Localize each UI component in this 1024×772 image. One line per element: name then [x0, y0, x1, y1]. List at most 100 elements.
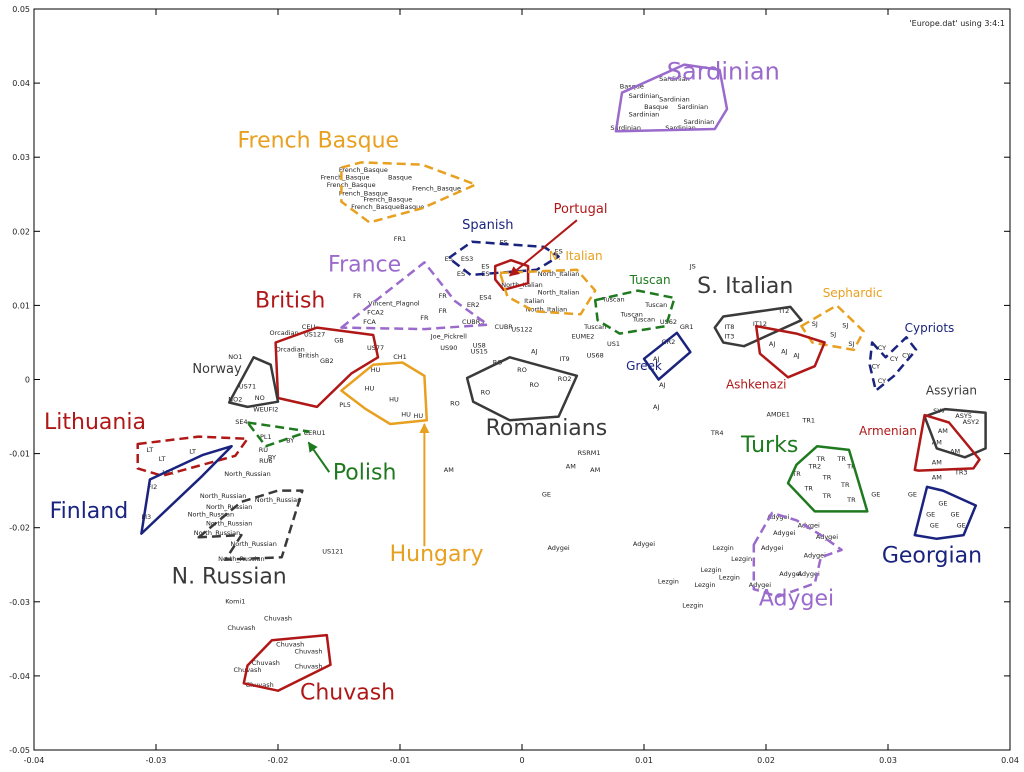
data-point-label: US127 [304, 331, 325, 339]
data-point-label: GB [334, 336, 344, 344]
group-outline-armenian [913, 413, 981, 472]
data-point-label: AM [932, 459, 942, 467]
data-point-label: ES [481, 262, 489, 270]
data-point-label: AM [566, 462, 576, 470]
data-point-label: North_Italian [538, 288, 580, 296]
data-point-label: CY [878, 344, 886, 352]
data-point-label: HU [365, 385, 375, 393]
data-point-label: AM [932, 439, 942, 447]
data-point-label: Chuvash [294, 648, 322, 656]
group-label-sardinian: Sardinian [667, 57, 780, 85]
data-point-label: US121 [322, 548, 343, 556]
group-label-n-italian: N. Italian [549, 249, 603, 263]
group-label-armenian: Armenian [859, 424, 917, 438]
group-outline-polish [246, 421, 310, 448]
data-point-label: ES3 [461, 255, 473, 263]
data-point-label: CY [902, 351, 910, 359]
data-point-label: TR [791, 470, 801, 478]
data-point-label: RU6 [259, 457, 272, 465]
data-point-label: Adygei [773, 529, 795, 537]
data-point-label: GE [908, 491, 917, 499]
annotation-arrow-polish [307, 441, 331, 473]
data-point-label: LT [159, 455, 166, 463]
y-tick-label: 0.04 [12, 79, 30, 88]
x-tick-label: 0.04 [1001, 756, 1019, 765]
x-tick-label: 0.02 [757, 756, 775, 765]
data-point-label: Tuscan [644, 301, 667, 309]
data-point-label: AJ [659, 381, 665, 389]
data-point-label: British [298, 351, 319, 359]
data-point-label: FCA [363, 318, 376, 326]
data-point-label: French_Basque [321, 173, 370, 181]
data-point-label: NO1 [228, 353, 242, 361]
y-tick-label: -0.05 [9, 746, 30, 755]
data-point-label: Tuscan [601, 296, 624, 304]
data-point-label: TR [840, 481, 850, 489]
data-point-label: FI2 [147, 483, 157, 491]
annotation-arrow-portugal [509, 219, 578, 277]
data-point-label: AJ [531, 348, 537, 356]
group-outline-lithuania [136, 435, 249, 478]
data-point-label: Tuscan [620, 311, 643, 319]
data-point-label: BY [268, 454, 276, 462]
data-point-label: French_Basque [339, 190, 388, 198]
data-point-label: FCA2 [367, 308, 384, 316]
group-outline-georgian [913, 485, 978, 541]
group-labels: Sardinian French Basque Spanish Portugal N. … [44, 57, 982, 705]
data-point-label: SJ [842, 322, 848, 330]
data-point-label: US71 [239, 382, 256, 390]
data-point-label: HU [413, 412, 423, 420]
group-label-finland: Finland [50, 499, 129, 524]
data-point-label: US1 [607, 340, 620, 348]
data-point-label: RU [259, 446, 269, 454]
data-point-label: EUME2 [572, 333, 595, 341]
data-point-label: PL5 [339, 401, 351, 409]
data-point-label: Basque [388, 173, 412, 181]
group-outlines [136, 63, 987, 692]
data-point-label: RO [481, 388, 491, 396]
data-point-label: Lezgin [658, 577, 679, 585]
data-point-label: JS [689, 262, 696, 270]
data-point-label: ES [500, 239, 508, 247]
data-point-label: RO [529, 381, 539, 389]
data-point-label: CH1 [393, 353, 407, 361]
group-outline-adygei [752, 511, 843, 598]
data-point-label: Chuvash [227, 624, 255, 632]
data-point-label: Chuvash [252, 659, 280, 667]
data-point-label: Sardinian [629, 110, 660, 118]
data-point-label: Joe_Pickrell [430, 333, 467, 341]
data-point-label: Lezgin [731, 555, 752, 563]
y-tick-label: 0 [25, 376, 30, 385]
data-point-label: Adygei [633, 540, 655, 548]
data-point-label: Italian [524, 297, 544, 305]
legend-text: 'Europe.dat' using 3:4:1 [909, 19, 1005, 28]
group-outline-sardinian [614, 63, 729, 133]
data-point-label: GB2 [320, 357, 334, 365]
group-outline-turks [786, 444, 869, 513]
data-point-label: BY [286, 436, 294, 444]
group-label-georgian: Georgian [882, 544, 982, 569]
group-label-assyrian: Assyrian [926, 383, 977, 397]
data-point-label: TR [822, 492, 832, 500]
data-point-label: NO [255, 394, 265, 402]
data-point-label: Basque [644, 103, 668, 111]
data-point-label: HU [371, 366, 381, 374]
group-label-british: British [255, 289, 325, 314]
group-outline-spanish [447, 240, 560, 277]
axes: -0.04 -0.03 -0.02 -0.01 0 0.01 0.02 0.03 0.04 -0.… [9, 5, 1019, 765]
group-outline-tuscan [593, 289, 676, 335]
data-point-label: North_Russian [188, 511, 234, 519]
data-point-label: ER2 [467, 301, 480, 309]
data-point-label: US90 [440, 344, 457, 352]
data-point-label: Adygei [767, 513, 789, 521]
data-point-label: Lezgin [682, 602, 703, 610]
data-point-label: AJ [781, 348, 787, 356]
group-outline-norway [227, 356, 280, 409]
data-point-label: French_Basque [363, 196, 412, 204]
data-point-label: Lezgin [695, 581, 716, 589]
y-tick-label: 0.03 [12, 153, 30, 162]
group-label-hungary: Hungary [390, 542, 484, 567]
data-point-label: Lezgin [719, 574, 740, 582]
